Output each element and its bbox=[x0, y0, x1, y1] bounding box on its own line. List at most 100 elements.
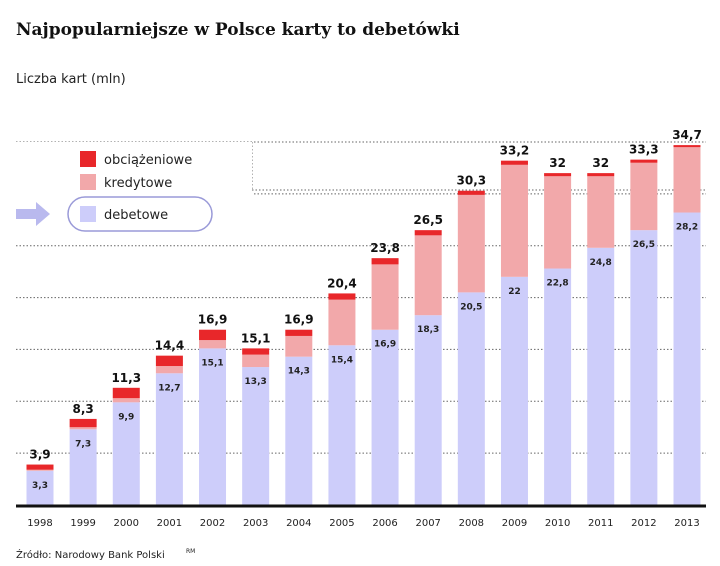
bar-segment-kredytowe bbox=[199, 340, 227, 349]
bar-segment-debetowe bbox=[242, 367, 270, 505]
total-label: 14,4 bbox=[155, 339, 185, 353]
bar-segment-kredytowe bbox=[371, 264, 399, 330]
legend-swatch bbox=[80, 174, 96, 190]
debet-value-label: 18,3 bbox=[417, 325, 439, 335]
total-label: 33,2 bbox=[500, 144, 530, 158]
bar-segment-obciazeniowe bbox=[371, 258, 399, 265]
bar-segment-kredytowe bbox=[112, 398, 140, 403]
bar-segment-debetowe bbox=[630, 230, 658, 505]
debet-value-label: 7,3 bbox=[75, 439, 91, 449]
debet-value-label: 16,9 bbox=[374, 340, 396, 350]
legend-swatch bbox=[80, 151, 96, 167]
bar-segment-kredytowe bbox=[26, 469, 54, 471]
bar-segment-obciazeniowe bbox=[457, 190, 485, 195]
bar-segment-kredytowe bbox=[69, 427, 97, 430]
bar-segment-obciazeniowe bbox=[414, 230, 442, 236]
bar-segment-kredytowe bbox=[500, 164, 528, 277]
debet-value-label: 26,5 bbox=[633, 240, 655, 250]
bar-segment-debetowe bbox=[26, 470, 54, 505]
bar-segment-obciazeniowe bbox=[26, 464, 54, 470]
author-credit: RM bbox=[186, 548, 196, 555]
total-label: 23,8 bbox=[370, 241, 400, 255]
x-tick-label: 2009 bbox=[502, 518, 527, 529]
bar-segment-obciazeniowe bbox=[285, 329, 313, 336]
bar-segment-obciazeniowe bbox=[328, 293, 356, 300]
legend-highlight-pill bbox=[67, 196, 213, 232]
debet-value-label: 13,3 bbox=[245, 377, 267, 387]
total-label: 30,3 bbox=[457, 174, 487, 188]
arrow-right-icon bbox=[16, 202, 50, 226]
bar-segment-obciazeniowe bbox=[673, 145, 701, 148]
total-label: 8,3 bbox=[73, 402, 94, 416]
debet-value-label: 12,7 bbox=[158, 383, 180, 393]
x-tick-label: 2010 bbox=[545, 518, 570, 529]
bar-segment-obciazeniowe bbox=[155, 355, 183, 367]
bar-segment-debetowe bbox=[414, 315, 442, 505]
total-label: 11,3 bbox=[111, 371, 141, 385]
bar-segment-debetowe bbox=[544, 268, 572, 505]
bar-segment-kredytowe bbox=[587, 176, 615, 248]
legend-label: debetowe bbox=[104, 208, 168, 223]
debet-value-label: 20,5 bbox=[460, 302, 482, 312]
legend-label: obciążeniowe bbox=[104, 153, 192, 168]
bar-segment-obciazeniowe bbox=[500, 160, 528, 165]
bar-segment-obciazeniowe bbox=[630, 159, 658, 163]
bar-segment-kredytowe bbox=[630, 162, 658, 231]
bar-segment-debetowe bbox=[457, 292, 485, 505]
total-label: 20,4 bbox=[327, 276, 357, 290]
total-label: 34,7 bbox=[672, 128, 702, 142]
bar-segment-obciazeniowe bbox=[112, 387, 140, 399]
bar-segment-kredytowe bbox=[544, 176, 572, 269]
x-tick-label: 2012 bbox=[631, 518, 656, 529]
bar-segment-kredytowe bbox=[457, 194, 485, 293]
x-tick-label: 2011 bbox=[588, 518, 613, 529]
x-tick-label: 2005 bbox=[329, 518, 354, 529]
chart-subtitle: Liczba kart (mln) bbox=[16, 72, 126, 87]
debet-value-label: 28,2 bbox=[676, 223, 698, 233]
x-tick-label: 2002 bbox=[200, 518, 225, 529]
bar-segment-debetowe bbox=[328, 345, 356, 505]
legend-label: kredytowe bbox=[104, 176, 172, 191]
total-label: 3,9 bbox=[29, 448, 50, 462]
chart-title: Najpopularniejsze w Polsce karty to debe… bbox=[16, 20, 460, 40]
x-tick-label: 1998 bbox=[27, 518, 52, 529]
source-note: Źródło: Narodowy Bank Polski bbox=[16, 550, 165, 561]
bar-segment-debetowe bbox=[371, 329, 399, 505]
bar-segment-debetowe bbox=[199, 348, 227, 505]
bar-segment-kredytowe bbox=[673, 147, 701, 213]
debet-value-label: 9,9 bbox=[118, 412, 134, 422]
total-label: 32 bbox=[549, 156, 566, 170]
bar-segment-obciazeniowe bbox=[544, 173, 572, 177]
total-label: 33,3 bbox=[629, 143, 659, 157]
debet-value-label: 14,3 bbox=[288, 367, 310, 377]
total-label: 26,5 bbox=[413, 213, 443, 227]
bar-segment-debetowe bbox=[112, 402, 140, 505]
total-label: 16,9 bbox=[284, 313, 314, 327]
x-tick-label: 2008 bbox=[459, 518, 484, 529]
bar-segment-kredytowe bbox=[155, 366, 183, 374]
bar-segment-debetowe bbox=[69, 429, 97, 505]
x-tick-label: 2004 bbox=[286, 518, 311, 529]
bar-segment-debetowe bbox=[673, 212, 701, 506]
total-label: 32 bbox=[592, 156, 609, 170]
bar-segment-debetowe bbox=[285, 356, 313, 505]
bar-segment-debetowe bbox=[155, 373, 183, 505]
x-tick-label: 2003 bbox=[243, 518, 268, 529]
bar-segment-kredytowe bbox=[242, 354, 270, 368]
x-tick-label: 2007 bbox=[415, 518, 440, 529]
x-tick-label: 2001 bbox=[157, 518, 182, 529]
x-tick-label: 1999 bbox=[70, 518, 95, 529]
debet-value-label: 15,1 bbox=[201, 358, 223, 368]
bar-segment-obciazeniowe bbox=[69, 418, 97, 428]
debet-value-label: 15,4 bbox=[331, 355, 353, 365]
bar-segment-kredytowe bbox=[328, 299, 356, 346]
x-tick-label: 2013 bbox=[674, 518, 699, 529]
bar-segment-obciazeniowe bbox=[242, 348, 270, 355]
x-tick-label: 2000 bbox=[114, 518, 139, 529]
bar-segment-obciazeniowe bbox=[587, 173, 615, 177]
bar-segment-kredytowe bbox=[285, 335, 313, 357]
debet-value-label: 22,8 bbox=[546, 279, 568, 289]
bar-segment-kredytowe bbox=[414, 235, 442, 316]
